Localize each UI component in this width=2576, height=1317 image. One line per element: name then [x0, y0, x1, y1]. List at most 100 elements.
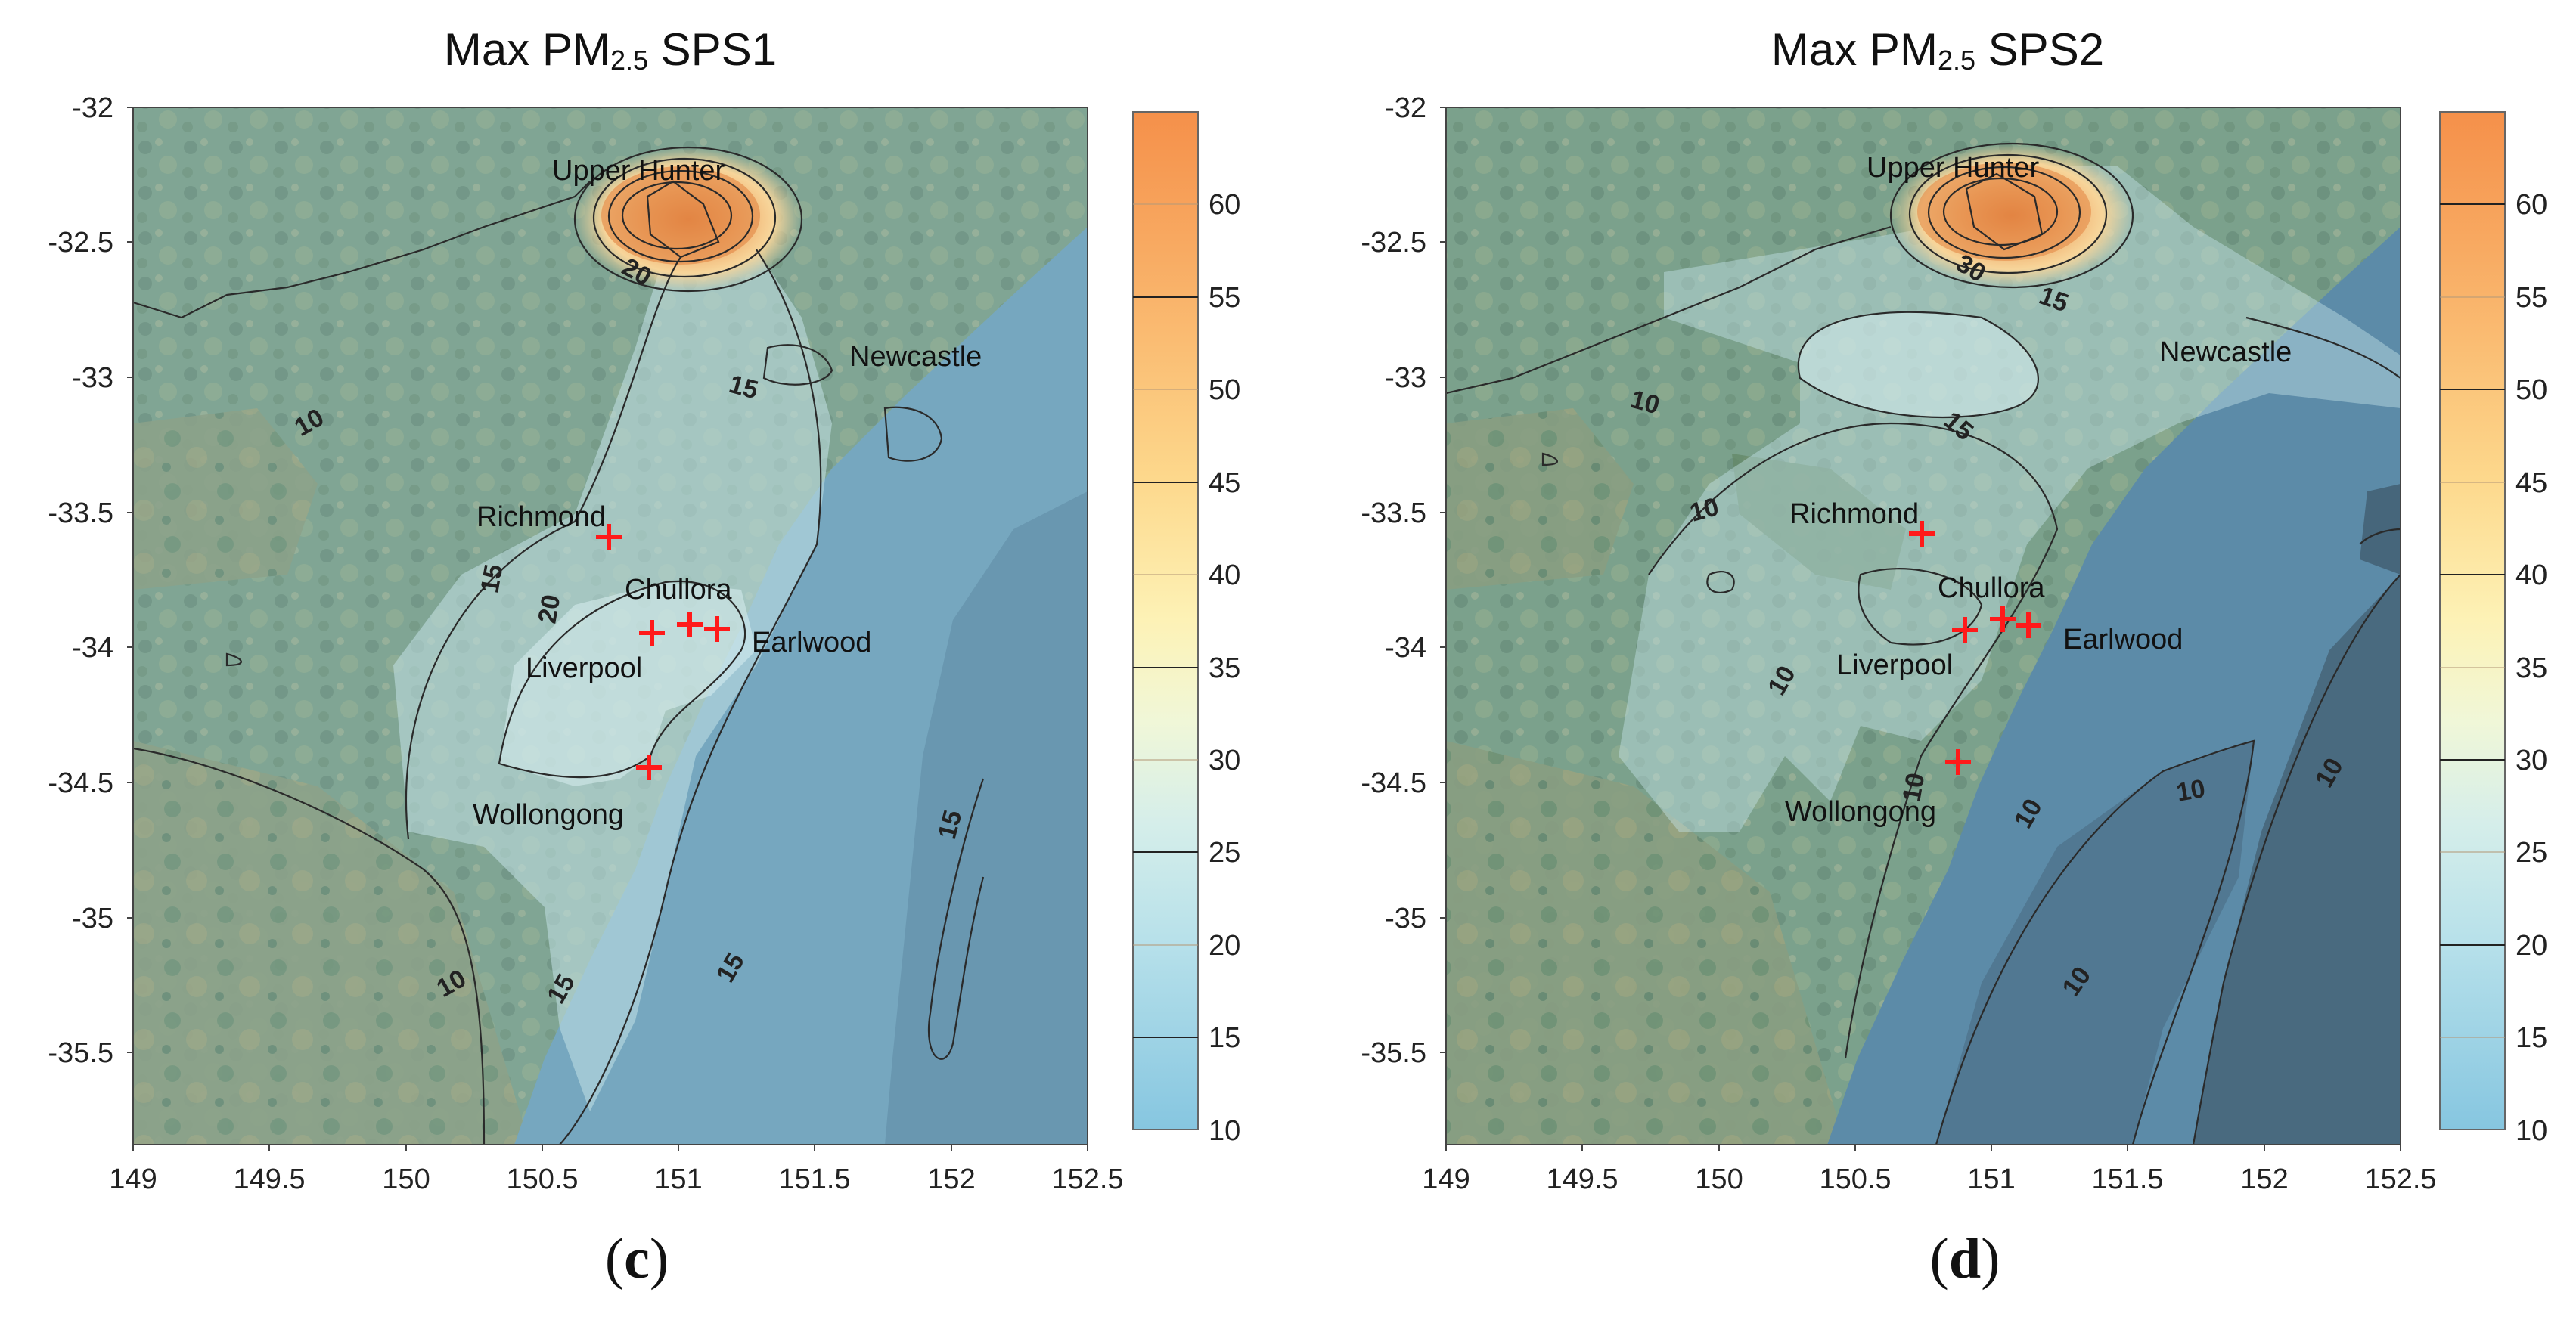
x-tick-label: 152.5: [2364, 1164, 2436, 1195]
x-tick-label: 150.5: [1819, 1164, 1891, 1195]
wollongong-label: Wollongong: [473, 799, 624, 831]
x-tick-label: 152: [927, 1164, 975, 1195]
x-tick-label: 150: [382, 1164, 430, 1195]
y-tick-label: -33.5: [1361, 497, 1426, 529]
chullora-label: Chullora: [1938, 572, 2045, 604]
panel-d-y-axis: -32 -32.5 -33 -33.5 -34 -34.5 -35 -35.5: [1361, 92, 1446, 1069]
earlwood-marker: [2016, 612, 2041, 638]
colorbar-label: 60: [2515, 189, 2547, 221]
colorbar-label: 60: [1209, 189, 1240, 221]
y-tick-label: -34.5: [1361, 767, 1426, 799]
y-tick-label: -33: [72, 362, 113, 394]
panel-d-site-markers: [1909, 521, 2041, 775]
colorbar-label: 45: [1209, 467, 1240, 499]
wollongong-label: Wollongong: [1785, 796, 1936, 828]
panel-c-x-axis: 149 149.5 150 150.5 151 151.5 152 152.5: [109, 1145, 1124, 1195]
liverpool-label: Liverpool: [526, 652, 642, 684]
colorbar-label: 25: [1209, 837, 1240, 869]
colorbar-label: 25: [2515, 837, 2547, 869]
colorbar-label: 30: [1209, 745, 1240, 776]
chullora-label: Chullora: [625, 574, 732, 606]
y-tick-label: -32: [1385, 92, 1426, 124]
panel-d-title: Max PM2.5 SPS2: [1771, 24, 2104, 76]
liverpool-label: Liverpool: [1836, 649, 1953, 681]
richmond-marker: [1909, 521, 1935, 547]
x-tick-label: 151.5: [778, 1164, 850, 1195]
x-tick-label: 150: [1695, 1164, 1743, 1195]
panel-c-colorbar: 60 55 50 45 40 35 30 25 20 15 10: [1132, 111, 1240, 1147]
colorbar-label: 20: [1209, 930, 1240, 962]
colorbar-label: 50: [1209, 374, 1240, 406]
colorbar-label: 35: [2515, 652, 2547, 684]
y-tick-label: -35.5: [48, 1037, 113, 1069]
y-tick-label: -32: [72, 92, 113, 124]
chullora-marker: [1990, 606, 2016, 632]
panel-d-x-axis: 149 149.5 150 150.5 151 151.5 152 152.5: [1422, 1145, 2437, 1195]
wollongong-marker: [636, 755, 662, 780]
y-tick-label: -33: [1385, 362, 1426, 394]
colorbar-label: 15: [2515, 1022, 2547, 1054]
wollongong-marker: [1945, 749, 1971, 775]
earlwood-marker: [704, 616, 730, 642]
richmond-marker: [596, 524, 622, 550]
panel-d-colorbar: 60 55 50 45 40 35 30 25 20 15 10: [2439, 111, 2547, 1147]
richmond-label: Richmond: [1789, 498, 1919, 530]
y-tick-label: -34.5: [48, 767, 113, 799]
richmond-label: Richmond: [476, 501, 606, 533]
y-tick-label: -35.5: [1361, 1037, 1426, 1069]
earlwood-label: Earlwood: [2063, 624, 2183, 655]
colorbar-label: 35: [1209, 652, 1240, 684]
y-tick-label: -32.5: [48, 227, 113, 259]
newcastle-label: Newcastle: [849, 341, 982, 373]
earlwood-label: Earlwood: [752, 627, 871, 658]
x-tick-label: 149: [109, 1164, 157, 1195]
x-tick-label: 151: [1967, 1164, 2015, 1195]
colorbar-label: 50: [2515, 374, 2547, 406]
panel-c-title: Max PM2.5 SPS1: [444, 24, 777, 76]
x-tick-label: 149.5: [1546, 1164, 1618, 1195]
x-tick-label: 150.5: [506, 1164, 578, 1195]
x-tick-label: 149: [1422, 1164, 1470, 1195]
colorbar-label: 15: [1209, 1022, 1240, 1054]
colorbar-label: 45: [2515, 467, 2547, 499]
y-tick-label: -32.5: [1361, 227, 1426, 259]
panel-d-letter: (d): [1930, 1227, 2000, 1291]
contour-label: 20: [532, 593, 566, 626]
panel-c-letter: (c): [605, 1227, 669, 1291]
x-tick-label: 151: [654, 1164, 702, 1195]
colorbar-label: 40: [2515, 559, 2547, 591]
colorbar-label: 55: [2515, 282, 2547, 314]
upper-hunter-label: Upper Hunter: [552, 155, 725, 187]
y-tick-label: -33.5: [48, 497, 113, 529]
panel-d: Max PM2.5 SPS2: [1361, 24, 2547, 1291]
panel-d-frame: [1445, 107, 2401, 1145]
panel-c-frame: [132, 107, 1088, 1145]
panel-d-map: Upper Hunter Newcastle Richmond Chullora…: [1446, 107, 2401, 1145]
contour-label: 10: [2174, 774, 2208, 807]
upper-hunter-label: Upper Hunter: [1867, 152, 2039, 184]
colorbar-label: 55: [1209, 282, 1240, 314]
contour-label: 15: [475, 562, 508, 596]
panel-c-site-markers: [596, 524, 730, 780]
panel-c-y-axis: -32 -32.5 -33 -33.5 -34 -34.5 -35 -35.5: [48, 92, 133, 1069]
y-tick-label: -34: [1385, 632, 1426, 664]
colorbar-label: 20: [2515, 930, 2547, 962]
x-tick-label: 152: [2240, 1164, 2288, 1195]
y-tick-label: -35: [72, 903, 113, 934]
colorbar-label: 40: [1209, 559, 1240, 591]
chullora-marker: [677, 612, 703, 637]
colorbar-label: 30: [2515, 745, 2547, 776]
colorbar-label: 10: [1209, 1115, 1240, 1147]
y-tick-label: -34: [72, 632, 113, 664]
y-tick-label: -35: [1385, 903, 1426, 934]
x-tick-label: 149.5: [233, 1164, 305, 1195]
colorbar-label: 10: [2515, 1115, 2547, 1147]
x-tick-label: 151.5: [2091, 1164, 2163, 1195]
x-tick-label: 152.5: [1051, 1164, 1123, 1195]
panel-c-map: Upper Hunter Newcastle Richmond Chullora…: [133, 107, 1088, 1145]
panel-c: Max PM2.5 SPS1: [48, 24, 1240, 1291]
newcastle-label: Newcastle: [2159, 336, 2292, 368]
contour-label: 10: [1897, 771, 1930, 804]
liverpool-marker: [1952, 617, 1978, 643]
